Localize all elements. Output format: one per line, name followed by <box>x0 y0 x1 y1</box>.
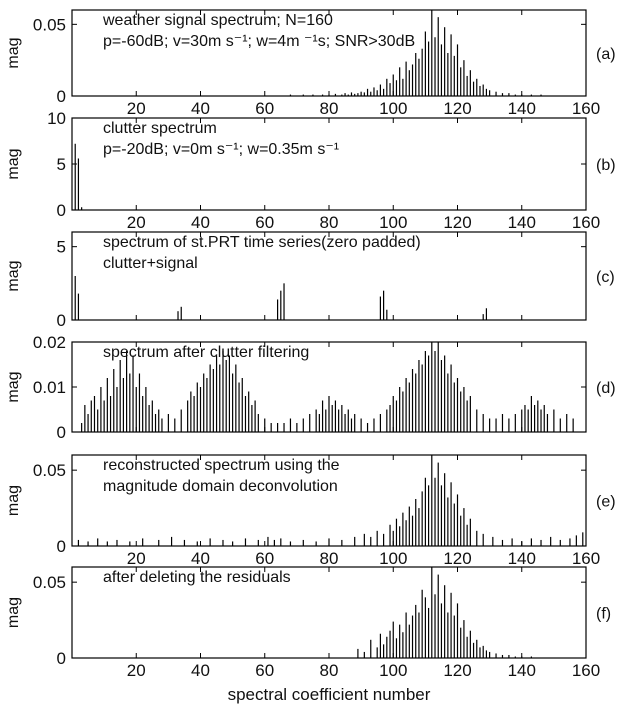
panel-annotation-f: after deleting the residuals <box>103 569 291 586</box>
y-tick-label-d: 0.01 <box>33 378 66 397</box>
x-tick-label-a: 100 <box>379 99 407 118</box>
panel-e: 20 40 60 80 100 120 140 160 0 0.05 mag (e) reconstru… <box>5 454 616 568</box>
x-tick-label-a: 120 <box>443 99 471 118</box>
y-axis-label-b: mag <box>5 148 22 179</box>
y-axis-label-a: mag <box>5 37 22 68</box>
x-tick-label-b: 100 <box>379 213 407 232</box>
y-tick-label-d: 0.02 <box>33 333 66 352</box>
x-tick-label-f: 80 <box>320 661 339 680</box>
panel-c: 0 5 mag (c) spectrum of st.PRT time series(z… <box>5 231 615 330</box>
y-axis-label-d: mag <box>5 371 22 402</box>
x-tick-label-f: 40 <box>191 661 210 680</box>
x-tick-label-e: 120 <box>443 549 471 568</box>
x-tick-label-a: 20 <box>127 99 146 118</box>
panel-b: 20 40 60 80 100 120 140 160 0 5 10 mag (b) clutter sp… <box>5 109 616 232</box>
x-tick-label-a: 140 <box>508 99 536 118</box>
y-tick-label-e: 0 <box>57 537 66 556</box>
panel-d: 0 0.01 0.02 mag (d) spectrum after clutter fi… <box>5 333 616 442</box>
y-tick-label-b: 10 <box>47 109 66 128</box>
y-tick-label-b: 0 <box>57 201 66 220</box>
x-tick-label-e: 80 <box>320 549 339 568</box>
x-tick-label-e: 60 <box>255 549 274 568</box>
panel-annotation-d: spectrum after clutter filtering <box>103 344 309 361</box>
y-tick-label-f: 0.05 <box>33 573 66 592</box>
x-tick-label-b: 40 <box>191 213 210 232</box>
x-tick-label-f: 60 <box>255 661 274 680</box>
panel-label-f: (f) <box>596 606 611 623</box>
x-tick-label-f: 140 <box>508 661 536 680</box>
panel-annotation-c: spectrum of st.PRT time series(zero padd… <box>103 234 421 251</box>
x-tick-label-f: 100 <box>379 661 407 680</box>
y-tick-label-a: 0 <box>57 87 66 106</box>
x-tick-label-e: 100 <box>379 549 407 568</box>
y-axis-label-c: mag <box>5 260 22 291</box>
panel-label-e: (e) <box>596 494 616 511</box>
x-tick-label-b: 120 <box>443 213 471 232</box>
x-axis-label: spectral coefficient number <box>228 685 431 704</box>
x-tick-label-e: 20 <box>127 549 146 568</box>
y-tick-label-d: 0 <box>57 423 66 442</box>
y-tick-label-a: 0.05 <box>33 15 66 34</box>
x-tick-label-b: 140 <box>508 213 536 232</box>
x-tick-label-f: 20 <box>127 661 146 680</box>
y-tick-label-c: 5 <box>57 238 66 257</box>
y-tick-label-c: 0 <box>57 311 66 330</box>
panel-annotation-a: p=-60dB; v=30m s⁻¹; w=4m ⁻¹s; SNR>30dB <box>103 33 415 50</box>
x-tick-label-e: 40 <box>191 549 210 568</box>
x-tick-label-e: 160 <box>572 549 600 568</box>
panel-a: 20 40 60 80 100 120 140 160 0 0.05 mag (a) weather s… <box>5 9 616 118</box>
panel-annotation-b: p=-20dB; v=0m s⁻¹; w=0.35m s⁻¹ <box>103 141 339 158</box>
x-tick-label-b: 160 <box>572 213 600 232</box>
panel-label-a: (a) <box>596 46 616 63</box>
x-tick-label-b: 20 <box>127 213 146 232</box>
y-tick-label-e: 0.05 <box>33 461 66 480</box>
panel-annotation-e: reconstructed spectrum using the <box>103 457 340 474</box>
x-tick-label-b: 80 <box>320 213 339 232</box>
x-tick-label-a: 160 <box>572 99 600 118</box>
panel-annotation-e: magnitude domain deconvolution <box>103 478 338 495</box>
y-axis-label-e: mag <box>5 485 22 516</box>
panel-f: 20 40 60 80 100 120 140 160 0 0.05 mag (f) after del… <box>5 566 611 680</box>
x-tick-label-e: 140 <box>508 549 536 568</box>
panel-annotation-c: clutter+signal <box>103 255 198 272</box>
y-axis-label-f: mag <box>5 597 22 628</box>
y-tick-label-b: 5 <box>57 155 66 174</box>
x-tick-label-f: 160 <box>572 661 600 680</box>
x-tick-label-b: 60 <box>255 213 274 232</box>
x-tick-label-a: 40 <box>191 99 210 118</box>
y-tick-label-f: 0 <box>57 649 66 668</box>
x-tick-label-a: 60 <box>255 99 274 118</box>
panel-label-b: (b) <box>596 157 616 174</box>
x-tick-label-f: 120 <box>443 661 471 680</box>
panel-label-d: (d) <box>596 380 616 397</box>
panel-annotation-a: weather signal spectrum; N=160 <box>102 12 333 29</box>
x-tick-label-a: 80 <box>320 99 339 118</box>
panel-label-c: (c) <box>596 269 615 286</box>
panel-annotation-b: clutter spectrum <box>103 120 217 137</box>
